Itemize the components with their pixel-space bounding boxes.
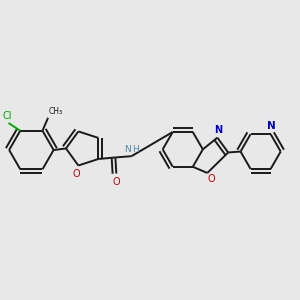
Text: O: O bbox=[72, 169, 80, 179]
Text: O: O bbox=[207, 175, 215, 184]
Text: O: O bbox=[112, 177, 120, 187]
Text: Cl: Cl bbox=[2, 110, 12, 121]
Text: N: N bbox=[214, 125, 222, 135]
Text: N: N bbox=[267, 121, 276, 131]
Text: N: N bbox=[124, 146, 131, 154]
Text: H: H bbox=[132, 146, 139, 154]
Text: CH₃: CH₃ bbox=[49, 107, 63, 116]
